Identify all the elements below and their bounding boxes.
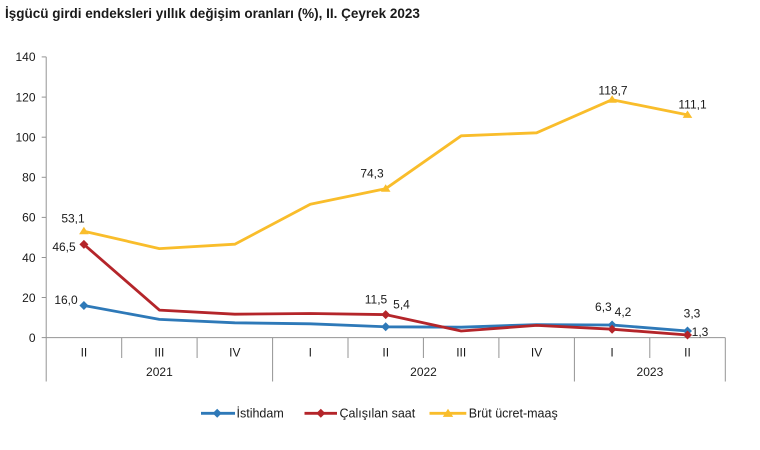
svg-text:140: 140 — [15, 50, 35, 64]
svg-text:46,5: 46,5 — [52, 240, 76, 254]
svg-text:4,2: 4,2 — [615, 305, 632, 319]
svg-text:II: II — [684, 345, 691, 359]
svg-text:80: 80 — [22, 171, 36, 185]
svg-text:118,7: 118,7 — [598, 84, 627, 98]
svg-text:2022: 2022 — [410, 365, 437, 379]
svg-text:40: 40 — [22, 251, 36, 265]
svg-text:11,5: 11,5 — [365, 293, 388, 307]
svg-text:53,1: 53,1 — [61, 212, 85, 226]
svg-text:I: I — [610, 345, 613, 359]
svg-text:3,3: 3,3 — [684, 307, 701, 321]
svg-text:20: 20 — [22, 291, 36, 305]
svg-text:II: II — [382, 345, 389, 359]
svg-text:Brüt ücret-maaş: Brüt ücret-maaş — [469, 407, 558, 421]
svg-text:6,3: 6,3 — [595, 300, 612, 314]
svg-text:5,4: 5,4 — [393, 298, 410, 312]
svg-text:2021: 2021 — [146, 365, 173, 379]
svg-text:74,3: 74,3 — [360, 167, 384, 181]
svg-text:III: III — [154, 345, 164, 359]
svg-text:I: I — [309, 345, 312, 359]
svg-text:IV: IV — [229, 345, 240, 359]
svg-text:IV: IV — [531, 345, 542, 359]
svg-text:60: 60 — [22, 211, 36, 225]
svg-text:III: III — [456, 345, 466, 359]
svg-text:0: 0 — [29, 331, 36, 345]
svg-text:16,0: 16,0 — [54, 293, 78, 307]
svg-text:İşgücü girdi endeksleri yıllık: İşgücü girdi endeksleri yıllık değişim o… — [5, 6, 420, 21]
svg-text:İstihdam: İstihdam — [237, 407, 284, 421]
svg-text:II: II — [81, 345, 88, 359]
svg-text:111,1: 111,1 — [678, 98, 707, 112]
svg-text:1,3: 1,3 — [692, 325, 709, 339]
svg-text:100: 100 — [15, 131, 35, 145]
svg-text:2023: 2023 — [637, 365, 664, 379]
svg-text:Çalışılan saat: Çalışılan saat — [340, 407, 416, 421]
svg-text:120: 120 — [15, 90, 35, 104]
